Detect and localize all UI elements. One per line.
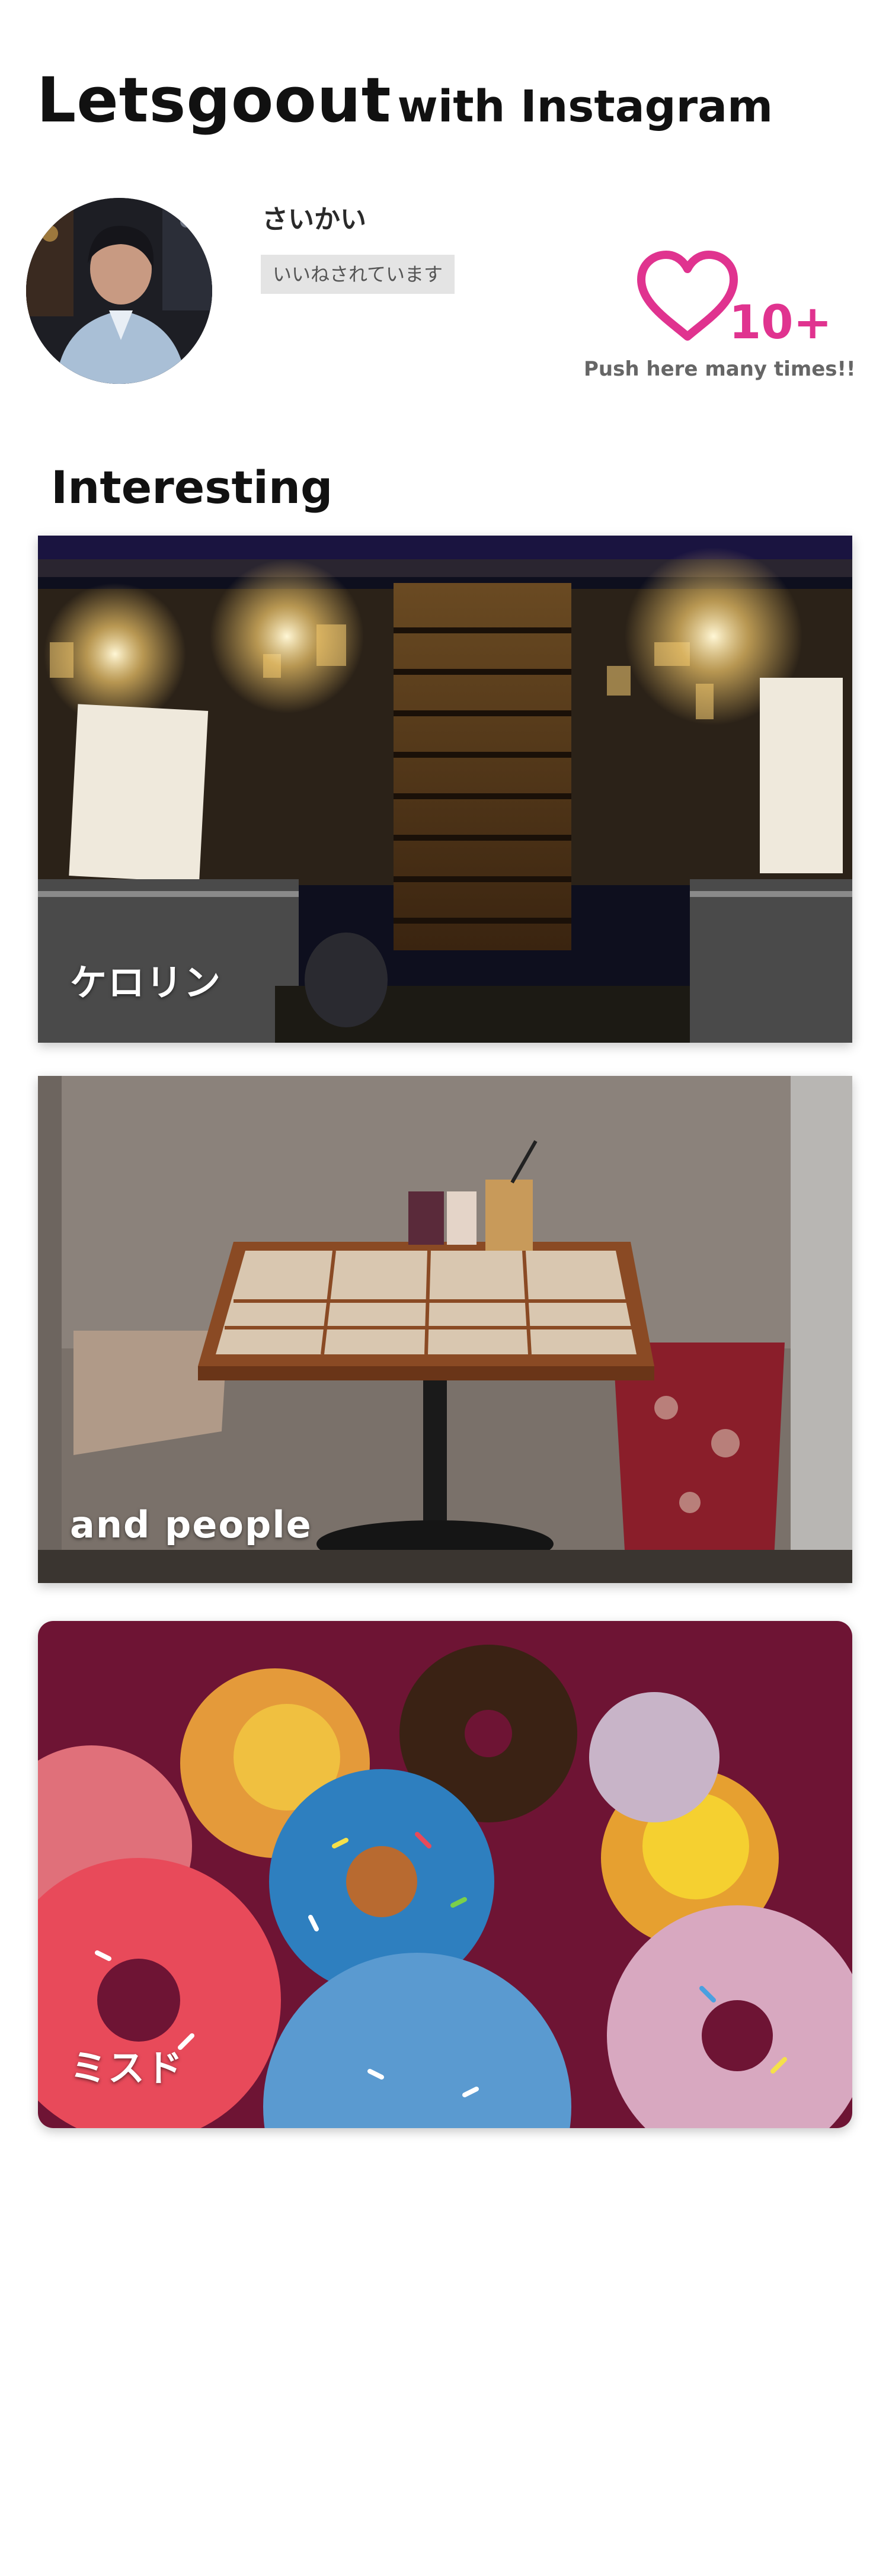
post-card-and-people[interactable]: and people: [38, 1076, 852, 1583]
avatar[interactable]: [26, 198, 212, 384]
post-card-misudo[interactable]: ミスド: [38, 1621, 852, 2128]
app-subtitle: with Instagram: [397, 81, 773, 132]
app-title: Letsgoout with Instagram: [37, 64, 773, 136]
heart-icon: [637, 251, 738, 341]
card-label: ケロリン: [70, 961, 222, 1004]
section-heading: Interesting: [51, 461, 333, 514]
post-photo-kerorin: [38, 536, 852, 1043]
push-hint: Push here many times!!: [584, 357, 856, 381]
like-status-badge: いいねされています: [261, 255, 455, 294]
avatar-photo: [26, 198, 212, 384]
like-count: 10+: [729, 296, 832, 350]
post-photo-and-people: [38, 1076, 852, 1583]
username: さいかい: [262, 204, 366, 235]
card-label: and people: [70, 1503, 312, 1546]
like-button[interactable]: [634, 249, 741, 344]
post-photo-misudo: [38, 1621, 852, 2128]
post-card-kerorin[interactable]: ケロリン: [38, 536, 852, 1043]
card-label: ミスド: [70, 2046, 184, 2090]
app-brand: Letsgoout: [37, 64, 392, 136]
